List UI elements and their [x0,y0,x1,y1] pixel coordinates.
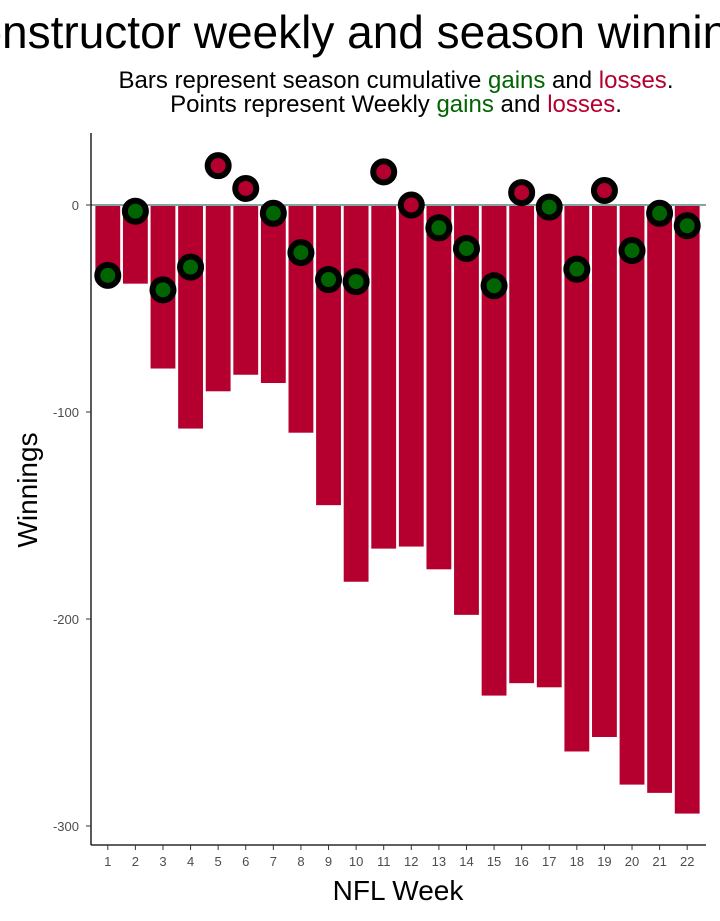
subtitle-1-losses: losses [598,67,667,94]
point-week-6 [232,174,260,202]
x-tick-label: 20 [625,854,639,869]
bar-week-10 [343,205,369,582]
y-tick-label: -300 [53,819,79,834]
chart-title: Constructor weekly and season winnings [0,4,720,60]
bar-week-21 [647,205,673,793]
subtitle-2-and: and [493,91,548,118]
x-tick-label: 9 [325,854,332,869]
point-week-8 [287,239,315,267]
bar-week-16 [509,205,535,684]
point-week-16 [508,179,536,207]
subtitle-line-2: Points represent Weekly gains and losses… [36,92,720,118]
bar-layer [95,205,700,814]
x-tick-label: 14 [459,854,473,869]
point-week-4 [177,253,205,281]
subtitle-2-losses: losses [547,91,616,118]
point-week-9 [315,266,343,294]
x-tick-label: 8 [297,854,304,869]
x-tick-label: 17 [542,854,556,869]
point-week-7 [259,199,287,227]
y-tick-label: -100 [53,405,79,420]
point-week-18 [563,255,591,283]
point-week-10 [342,268,370,296]
bar-week-4 [178,205,203,429]
subtitle-2-gains: gains [436,91,494,118]
x-tick-label: 1 [104,854,111,869]
bar-week-20 [619,205,645,785]
x-tick-label: 10 [349,854,363,869]
subtitle-line-1: Bars represent season cumulative gains a… [36,68,720,94]
point-week-19 [590,177,618,205]
y-tick-label: -200 [53,612,79,627]
bar-week-17 [536,205,562,688]
x-axis-title: NFL Week [333,875,465,906]
y-axis-title: Winnings [12,432,43,547]
bar-week-14 [454,205,479,615]
subtitle-1-end: . [666,67,674,94]
y-tick-layer: 0 -100 -200 -300 [53,198,91,834]
subtitle-1-gains: gains [488,67,546,94]
subtitle-2-prefix: Points represent Weekly [170,91,437,118]
point-week-22 [673,212,701,240]
x-tick-label: 6 [242,854,249,869]
point-week-21 [646,199,674,227]
x-tick-label: 18 [570,854,584,869]
bar-week-13 [426,205,452,570]
point-week-15 [480,272,508,300]
point-week-3 [149,276,177,304]
point-week-12 [397,191,425,219]
point-week-5 [204,152,232,180]
bar-week-9 [316,205,341,506]
x-tick-label: 22 [680,854,694,869]
chart-title-text: Constructor weekly and season winnings [0,6,720,58]
point-week-20 [618,237,646,265]
x-tick-label: 16 [514,854,528,869]
bar-week-6 [233,205,259,375]
x-tick-label: 3 [159,854,166,869]
x-tick-label: 19 [597,854,611,869]
bar-week-22 [674,205,700,814]
point-week-17 [535,193,563,221]
x-tick-label: 11 [377,854,391,869]
y-tick-label: 0 [72,198,79,213]
x-tick-label: 21 [652,854,666,869]
point-week-14 [452,234,480,262]
x-tick-label: 13 [432,854,446,869]
x-tick-layer: 1 2 3 4 5 6 7 8 9 10 11 12 13 14 15 16 17 18 19 20 21 22 [104,845,694,869]
point-week-13 [425,214,453,242]
subtitle-2-end: . [615,91,622,118]
bar-week-11 [371,205,397,549]
bar-week-18 [564,205,590,752]
point-week-1 [94,261,122,289]
bar-week-5 [205,205,231,392]
x-tick-label: 2 [132,854,139,869]
subtitle-1-prefix: Bars represent season cumulative [118,67,489,94]
x-tick-label: 7 [270,854,277,869]
subtitle-1-and: and [545,67,599,94]
x-tick-label: 4 [187,854,194,869]
bar-week-19 [592,205,617,737]
point-week-2 [121,197,149,225]
bar-week-12 [398,205,424,547]
bar-week-7 [260,205,286,384]
x-tick-label: 15 [487,854,501,869]
point-week-11 [370,158,398,186]
x-tick-label: 12 [404,854,418,869]
point-layer [94,152,701,304]
x-tick-label: 5 [215,854,222,869]
